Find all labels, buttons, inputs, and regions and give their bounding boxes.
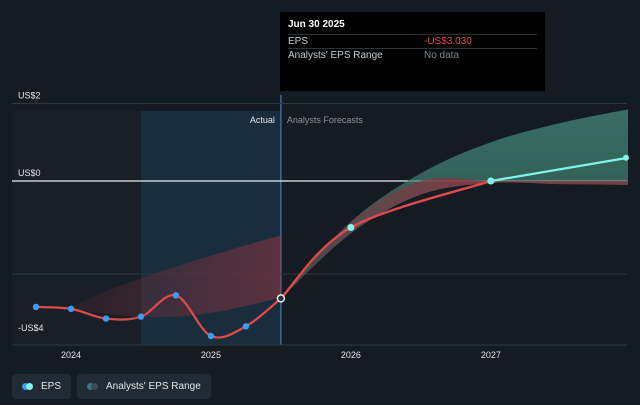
eps-point-selected [276,294,286,303]
x-axis-labels: 2024 2025 2026 2027 [61,350,501,360]
x-tick-label: 2026 [341,350,361,360]
eps-forecast-line-positive [490,156,629,183]
eps-point [67,305,75,313]
forecast-section-label: Analysts Forecasts [287,115,364,125]
legend-range-toggle[interactable]: Analysts' EPS Range [77,374,211,399]
tooltip-row-range: Analysts' EPS Range No data [288,48,537,62]
y-tick-label: US$0 [18,168,41,178]
eps-point [32,303,40,311]
tooltip-row-eps: EPS -US$3.030 [288,34,537,48]
actual-section-label: Actual [250,115,275,125]
tooltip: Jun 30 2025 EPS -US$3.030 Analysts' EPS … [280,12,545,91]
eps-legend-icon [22,382,34,391]
eps-point [207,332,215,340]
x-tick-label: 2027 [481,350,501,360]
eps-forecast-point [487,177,495,185]
x-tick-label: 2024 [61,350,81,360]
eps-forecast-point [347,224,355,231]
x-tick-label: 2025 [201,350,221,360]
forecast-range-area-positive [280,109,628,299]
y-tick-label: US$2 [18,91,41,101]
eps-point [137,313,145,320]
legend-range-label: Analysts' EPS Range [106,381,201,392]
tooltip-eps-value: -US$3.030 [424,36,472,47]
tooltip-date: Jun 30 2025 [288,19,345,30]
forecast-range-area-negative [280,177,628,299]
range-legend-icon [87,382,99,391]
eps-points [32,154,629,340]
legend-eps-label: EPS [41,381,62,392]
tooltip-range-value: No data [424,50,460,61]
past-range-area [70,235,281,318]
eps-point [172,292,180,299]
legend-eps-toggle[interactable]: EPS [12,374,72,399]
tooltip-range-label: Analysts' EPS Range [288,50,383,61]
eps-point [102,315,110,322]
tooltip-eps-label: EPS [288,36,309,47]
y-axis-labels: US$2 US$0 -US$4 [18,91,44,334]
eps-forecast-point-end [623,154,629,161]
range-areas [70,109,628,318]
eps-point [242,323,250,330]
legend: EPS Analysts' EPS Range [12,374,211,400]
y-tick-label: -US$4 [18,323,44,333]
